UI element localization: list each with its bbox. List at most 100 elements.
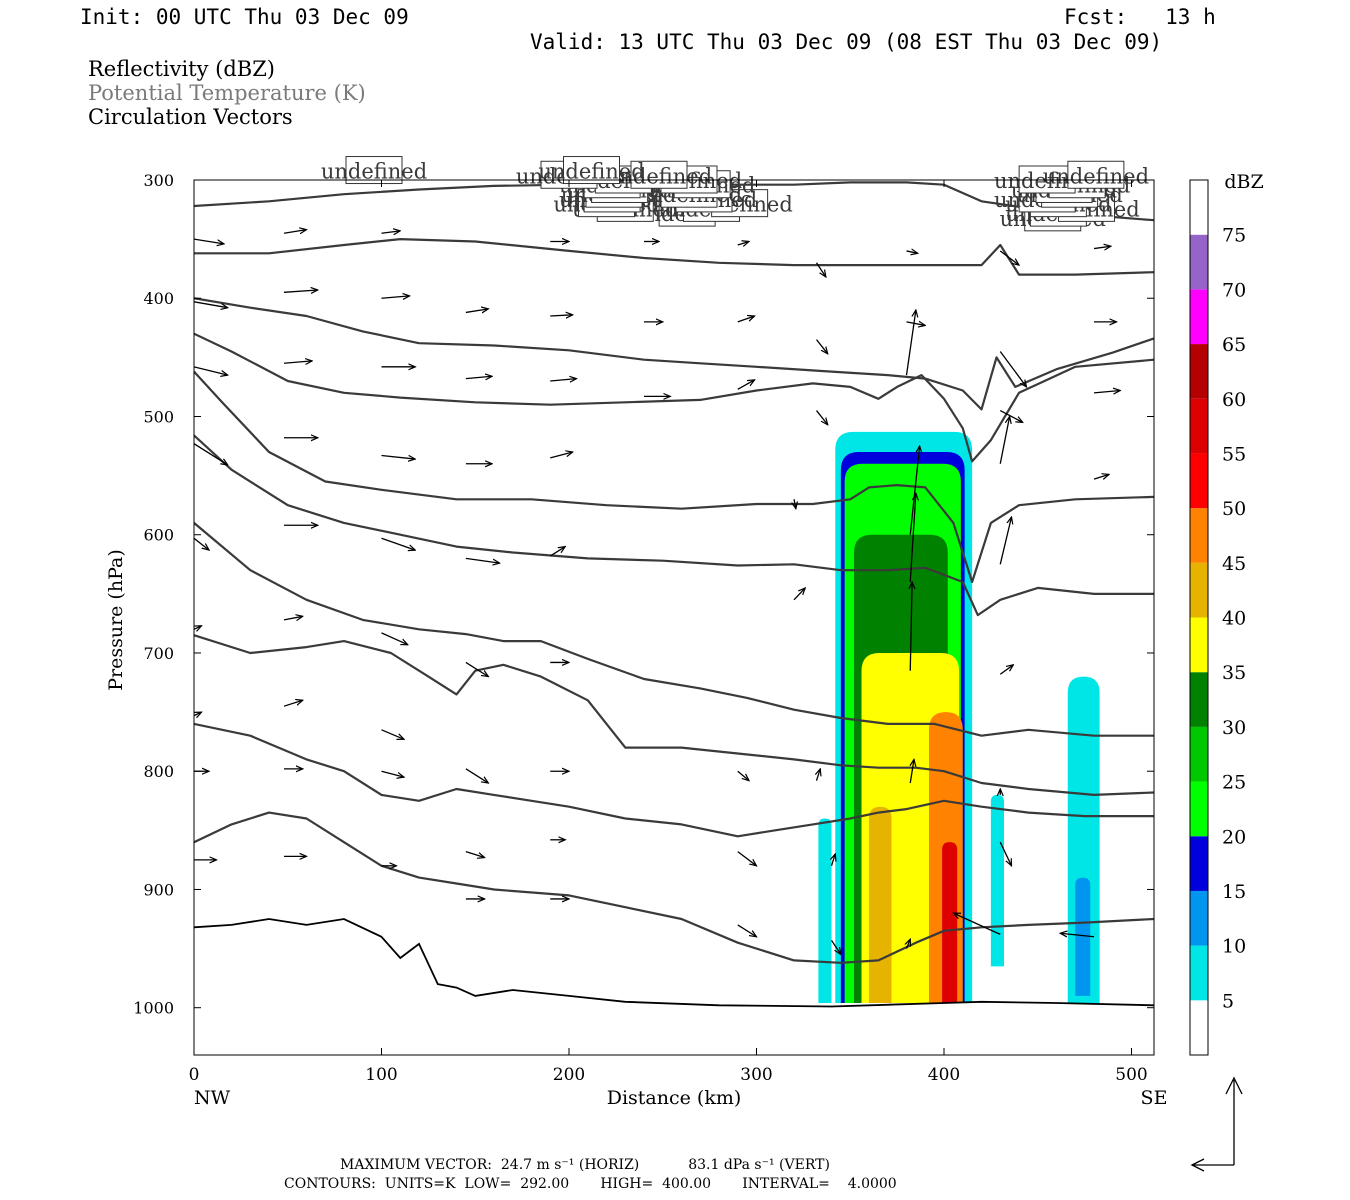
circulation-vector-13: [465, 309, 489, 313]
y-tick-label-300: 300: [143, 171, 174, 190]
surface-pressure-line: [194, 918, 1154, 1008]
y-tick-label-700: 700: [143, 644, 174, 663]
theta-contours: [194, 181, 1154, 964]
theta-label-box-24: [630, 160, 688, 189]
colorbar-bin-3: [1190, 836, 1208, 891]
y-tick-label-600: 600: [143, 526, 174, 545]
circulation-vector-71: [832, 854, 836, 867]
colorbar-bin-10: [1190, 453, 1208, 509]
y-tick-label-1000: 1000: [133, 999, 174, 1018]
field-theta-label: Potential Temperature (K): [88, 81, 366, 105]
contour-info-note: CONTOURS: UNITS=K LOW= 292.00 HIGH= 400.…: [284, 1176, 897, 1192]
axes: 300 400 500 600 700 800 900 1000 0 100 200 300 400 50…: [133, 171, 1154, 1085]
field-vectors-label: Circulation Vectors: [88, 105, 293, 129]
circulation-vector-58: [381, 729, 405, 739]
circulation-vector-34: [381, 456, 416, 460]
circulation-vector-38: [909, 446, 919, 535]
circulation-vector-32: [194, 443, 228, 465]
circulation-vector-1: [283, 230, 307, 234]
circulation-vector-55: [999, 665, 1013, 675]
theta-label-24: undefined: [606, 164, 712, 188]
circulation-vector-5: [737, 241, 749, 245]
colorbar-label-40: 40: [1222, 608, 1246, 630]
colorbar-bin-7: [1190, 617, 1208, 673]
colorbar-bin-4: [1190, 781, 1208, 837]
circulation-vector-72: [999, 841, 1011, 866]
colorbar-bin-12: [1190, 344, 1208, 399]
x-tick-label-200: 200: [553, 1065, 585, 1085]
circulation-vector-81: [953, 913, 1001, 935]
reflectivity-cell-7: [942, 842, 958, 1003]
circulation-vector-25: [550, 379, 576, 381]
reflectivity-cell-9: [990, 794, 1004, 967]
colorbar-label-70: 70: [1222, 279, 1246, 301]
colorbar-label-20: 20: [1222, 826, 1246, 848]
theta-contour-300: [194, 634, 1154, 796]
circulation-vector-9: [1093, 246, 1111, 248]
y-tick-label-400: 400: [143, 289, 174, 308]
circulation-vector-49: [194, 626, 202, 630]
circulation-vector-43: [381, 537, 416, 550]
circulation-vector-46: [793, 588, 805, 601]
circulation-vector-31: [1093, 390, 1120, 392]
circulation-vector-62: [817, 769, 821, 781]
theta-label-box-27: [1067, 160, 1125, 189]
colorbar-bin-14: [1190, 234, 1208, 290]
x-tick-label-300: 300: [740, 1065, 772, 1085]
circulation-vector-70: [737, 851, 757, 866]
colorbar-bin-15: [1190, 180, 1208, 235]
colorbar: 5 10 15 20 25 30 35 40 45 50 55 60 65 70 75: [1189, 179, 1246, 1056]
colorbar-label-5: 5: [1222, 990, 1234, 1012]
circulation-vector-56: [194, 712, 202, 716]
reflectivity-cell-8: [818, 818, 832, 1003]
circulation-vector-50: [283, 616, 303, 620]
y-axis-label: Pressure (hPa): [105, 549, 127, 691]
circulation-vector-14: [550, 315, 573, 316]
circulation-vector-82: [1060, 933, 1095, 937]
colorbar-bin-2: [1190, 890, 1208, 946]
y-tick-label-900: 900: [143, 880, 174, 899]
colorbar-bin-8: [1190, 562, 1208, 618]
circulation-vector-28: [815, 410, 828, 425]
colorbar-frame: [1189, 179, 1209, 1056]
circulation-vector-63: [910, 759, 914, 784]
theta-label-box-25: [345, 156, 403, 185]
circulation-vector-61: [737, 770, 749, 780]
circulation-vector-10: [194, 301, 228, 308]
circulation-vector-37: [794, 499, 796, 508]
colorbar-label-30: 30: [1222, 717, 1246, 739]
reference-vector-icon: [1190, 1076, 1243, 1172]
theta-contour-320: [194, 297, 1154, 411]
max-vector-note: MAXIMUM VECTOR: 24.7 m s⁻¹ (HORIZ) 83.1 …: [340, 1157, 830, 1173]
colorbar-label-15: 15: [1222, 881, 1246, 903]
x-end-label-nw: NW: [194, 1087, 231, 1109]
circulation-vector-7: [906, 251, 918, 253]
valid-time: Valid: 13 UTC Thu 03 Dec 09 (08 EST Thu …: [530, 30, 1163, 54]
x-tick-label-0: 0: [189, 1065, 200, 1085]
circulation-vector-78: [737, 924, 757, 937]
circulation-vector-79: [830, 939, 841, 954]
theta-contour-316: [194, 332, 1154, 463]
colorbar-label-60: 60: [1222, 389, 1246, 411]
reflectivity-shading: [818, 431, 1100, 1003]
circulation-vector-29: [905, 310, 916, 376]
circulation-vector-59: [465, 768, 489, 783]
x-axis-label: Distance (km): [607, 1087, 742, 1109]
colorbar-label-50: 50: [1222, 498, 1246, 520]
colorbar-bin-11: [1190, 398, 1208, 454]
circulation-vector-19: [999, 351, 1026, 386]
theta-label-box-26: [563, 156, 620, 185]
circulation-vector-2: [381, 231, 401, 233]
circulation-vector-24: [465, 376, 492, 378]
circulation-vector-45: [549, 547, 565, 557]
colorbar-label-35: 35: [1222, 662, 1246, 684]
circulation-vector-68: [465, 851, 485, 858]
x-tick-label-500: 500: [1115, 1065, 1147, 1085]
theta-contour-296: [194, 722, 1154, 838]
colorbar-bin-0: [1190, 1000, 1208, 1055]
theta-contour-304: [194, 522, 1154, 737]
circulation-vector-52: [465, 661, 489, 676]
circulation-vector-57: [283, 700, 303, 707]
